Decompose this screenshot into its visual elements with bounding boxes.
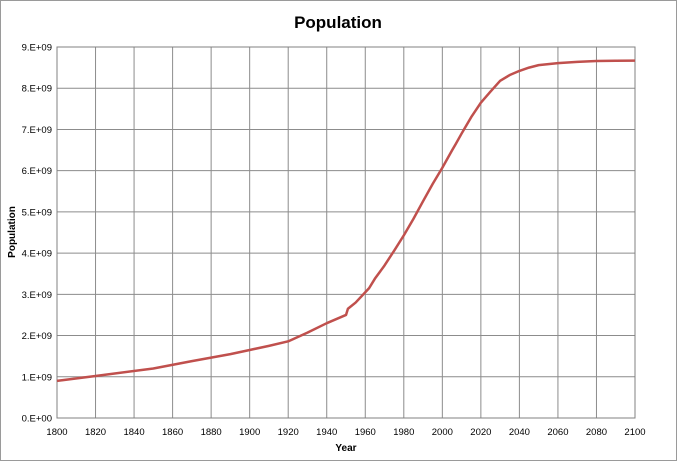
x-tick-label: 2000 — [432, 427, 453, 438]
tick-labels: 1800 1820 1840 1860 1880 1900 1920 1940 1960 1980… — [22, 43, 646, 439]
chart-title: Population — [294, 13, 382, 32]
x-tick-label: 2060 — [547, 427, 568, 438]
x-tick-label: 1980 — [393, 427, 414, 438]
x-tick-label: 2020 — [470, 427, 491, 438]
plot-area — [56, 46, 636, 419]
y-tick-label: 0.E+00 — [22, 414, 52, 425]
y-tick-label: 8.E+09 — [22, 84, 52, 95]
x-tick-label: 2040 — [509, 427, 530, 438]
x-tick-label: 1940 — [316, 427, 337, 438]
y-tick-label: 4.E+09 — [22, 249, 52, 260]
y-tick-label: 6.E+09 — [22, 166, 52, 177]
y-tick-label: 2.E+09 — [22, 331, 52, 342]
x-tick-label: 1820 — [85, 427, 106, 438]
y-tick-label: 9.E+09 — [22, 43, 52, 54]
x-tick-label: 1800 — [46, 427, 67, 438]
x-tick-label: 1840 — [123, 427, 144, 438]
x-tick-label: 2100 — [624, 427, 645, 438]
population-series-line — [56, 59, 636, 383]
x-tick-label: 1860 — [162, 427, 183, 438]
y-axis-title: Population — [7, 206, 18, 258]
y-tick-label: 3.E+09 — [22, 290, 52, 301]
y-tick-label: 7.E+09 — [22, 125, 52, 136]
y-tick-label: 5.E+09 — [22, 207, 52, 218]
x-tick-label: 1960 — [355, 427, 376, 438]
y-tick-label: 1.E+09 — [22, 372, 52, 383]
grid — [56, 46, 636, 419]
x-axis-title: Year — [335, 443, 356, 454]
x-tick-label: 1920 — [278, 427, 299, 438]
x-tick-label: 1880 — [201, 427, 222, 438]
x-tick-label: 1900 — [239, 427, 260, 438]
x-tick-label: 2080 — [586, 427, 607, 438]
